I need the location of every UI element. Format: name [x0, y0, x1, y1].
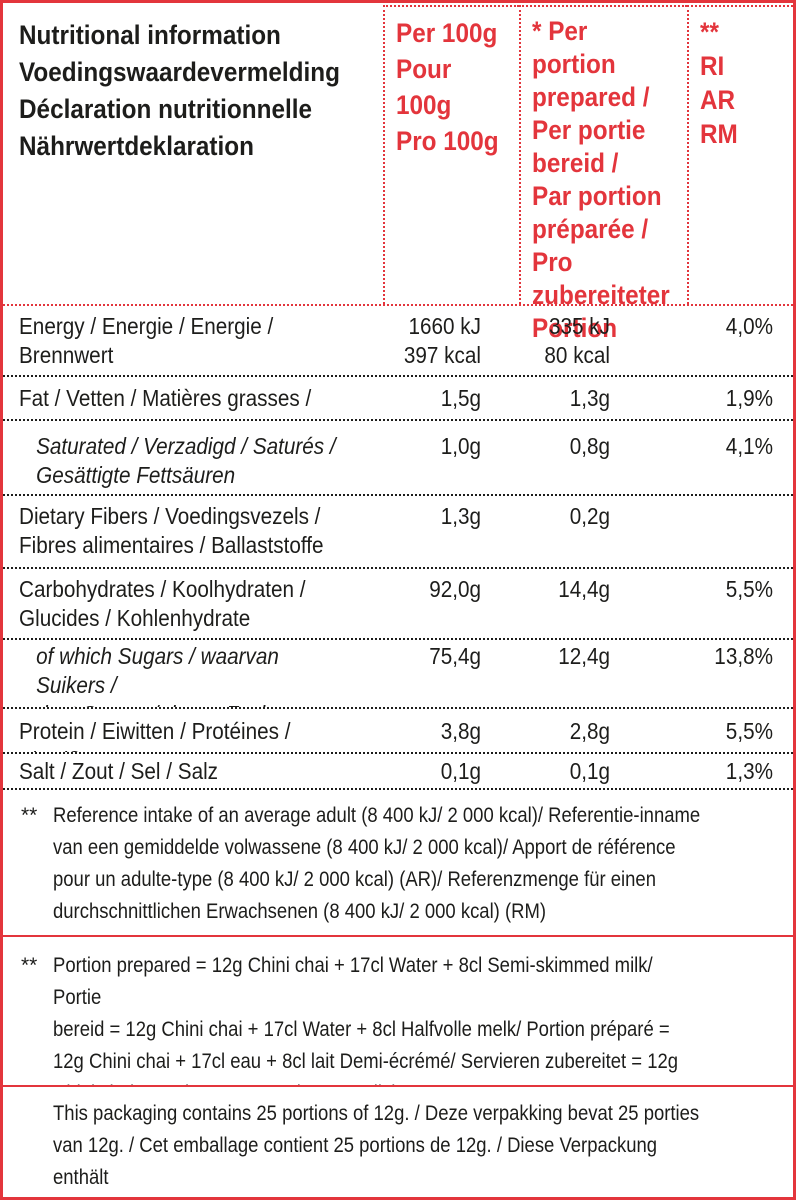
- table-header: Nutritional information Voedingswaardeve…: [3, 3, 793, 343]
- per-portion-value: 2,8g: [569, 718, 610, 744]
- nutrient-label: Carbohydrates / Koolhydraten / Glucides …: [19, 576, 306, 631]
- table-row-salt: Salt / Zout / Sel / Salz 0,1g 0,1g 1,3%: [3, 752, 793, 788]
- per-100g-value: 1,0g: [440, 433, 481, 459]
- column-header-per-portion-label: * Per portion prepared / Per portie bere…: [532, 16, 670, 343]
- reference-intake-value: 4,0%: [725, 313, 773, 339]
- nutrient-label: Dietary Fibers / Voedingsvezels / Fibres…: [19, 503, 324, 558]
- per-100g-value: 92,0g: [429, 576, 481, 602]
- footnote-marker: [21, 1098, 53, 1197]
- column-header-reference-intake: ** RI AR RM: [687, 5, 793, 304]
- per-portion-value: 14,4g: [558, 576, 610, 602]
- reference-intake-value: 1,9%: [725, 385, 773, 411]
- table-row-sugars: of which Sugars / waarvan Suikers / dont…: [3, 638, 793, 707]
- nutrient-label: Energy / Energie / Energie / Brennwert: [19, 313, 274, 368]
- footnote-marker: **: [21, 954, 38, 977]
- per-portion-value: 0,2g: [569, 503, 610, 529]
- per-portion-value: 12,4g: [558, 643, 610, 669]
- footnote-reference-intake: ** Reference intake of an average adult …: [3, 788, 793, 935]
- reference-intake-value: 1,3%: [725, 758, 773, 784]
- column-header-per-100g-label: Per 100g Pour 100g Pro 100g: [396, 18, 499, 156]
- footnote-text: This packaging contains 25 portions of 1…: [53, 1102, 700, 1189]
- nutrient-label: Fat / Vetten / Matières grasses / Fett: [19, 385, 312, 419]
- per-portion-value: 0,8g: [569, 433, 610, 459]
- reference-intake-value: 13,8%: [714, 643, 773, 669]
- per-portion-value: 1,3g: [569, 385, 610, 411]
- footnote-portion-prepared: ** Portion prepared = 12g Chini chai + 1…: [3, 935, 793, 1085]
- footnote-packaging-portions: This packaging contains 25 portions of 1…: [3, 1085, 793, 1197]
- footnote-text: Reference intake of an average adult (8 …: [53, 804, 701, 923]
- footnote-text: Portion prepared = 12g Chini chai + 17cl…: [53, 954, 679, 1085]
- table-row-carbohydrates: Carbohydrates / Koolhydraten / Glucides …: [3, 567, 793, 638]
- footnote-marker: **: [21, 804, 38, 827]
- reference-intake-value: 4,1%: [725, 433, 773, 459]
- column-header-per-100g: Per 100g Pour 100g Pro 100g: [383, 5, 519, 304]
- table-row-saturated-fat: Saturated / Verzadigd / Saturés / Gesätt…: [3, 419, 793, 494]
- per-100g-value: 0,1g: [440, 758, 481, 784]
- table-row-energy: Energy / Energie / Energie / Brennwert 1…: [3, 306, 793, 375]
- per-portion-value: 335 kJ 80 kcal: [544, 313, 610, 368]
- per-100g-value: 1,5g: [440, 385, 481, 411]
- per-100g-value: 75,4g: [429, 643, 481, 669]
- per-portion-value: 0,1g: [569, 758, 610, 784]
- table-row-fat: Fat / Vetten / Matières grasses / Fett 1…: [3, 375, 793, 419]
- nutrient-label: Salt / Zout / Sel / Salz: [19, 758, 219, 784]
- reference-intake-value: 5,5%: [725, 576, 773, 602]
- nutrient-label: Protein / Eiwitten / Protéines / Eiweiß: [19, 718, 291, 752]
- per-100g-value: 1,3g: [440, 503, 481, 529]
- table-row-protein: Protein / Eiwitten / Protéines / Eiweiß …: [3, 707, 793, 752]
- column-header-per-portion: * Per portion prepared / Per portie bere…: [519, 5, 687, 343]
- nutrient-label: of which Sugars / waarvan Suikers / dont…: [36, 643, 289, 707]
- reference-intake-value: 5,5%: [725, 718, 773, 744]
- nutrient-label: Saturated / Verzadigd / Saturés / Gesätt…: [36, 433, 336, 488]
- column-header-reference-intake-label: ** RI AR RM: [700, 17, 738, 149]
- per-100g-value: 3,8g: [440, 718, 481, 744]
- table-row-dietary-fibers: Dietary Fibers / Voedingsvezels / Fibres…: [3, 494, 793, 567]
- page-title: Nutritional information Voedingswaardeve…: [19, 20, 340, 161]
- per-100g-value: 1660 kJ 397 kcal: [403, 313, 481, 368]
